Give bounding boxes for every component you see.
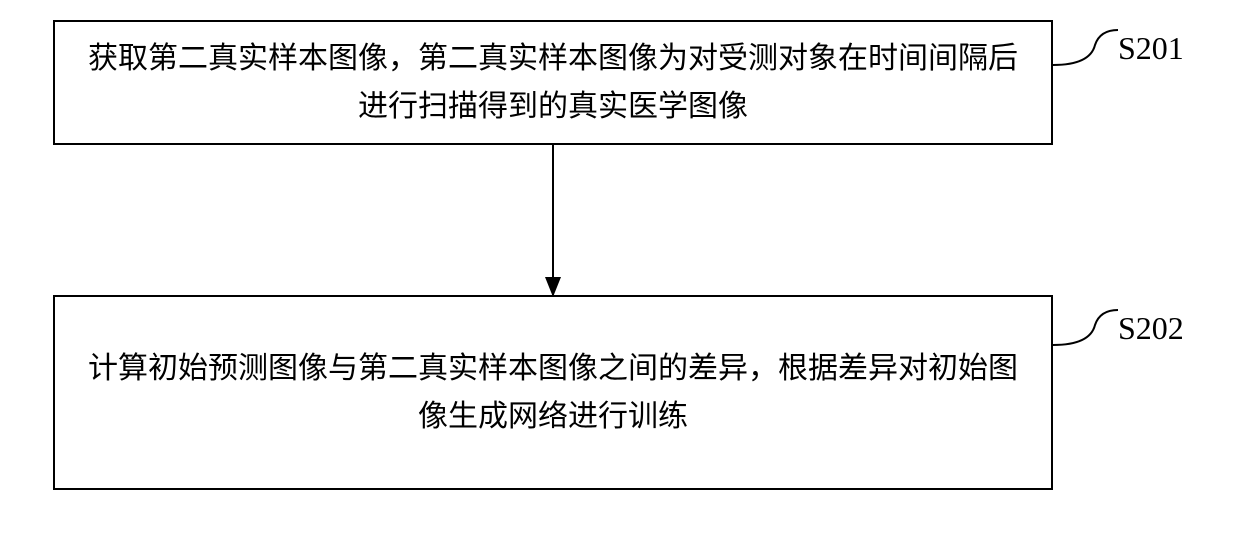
node-label: S201	[1118, 30, 1184, 67]
flowchart-node: 获取第二真实样本图像，第二真实样本图像为对受测对象在时间间隔后进行扫描得到的真实…	[53, 20, 1053, 145]
node-text: 计算初始预测图像与第二真实样本图像之间的差异，根据差异对初始图像生成网络进行训练	[85, 345, 1021, 441]
node-label: S202	[1118, 310, 1184, 347]
flowchart-node: 计算初始预测图像与第二真实样本图像之间的差异，根据差异对初始图像生成网络进行训练	[53, 295, 1053, 490]
node-text: 获取第二真实样本图像，第二真实样本图像为对受测对象在时间间隔后进行扫描得到的真实…	[85, 35, 1021, 131]
label-connector	[1053, 30, 1118, 65]
label-connector	[1053, 310, 1118, 345]
